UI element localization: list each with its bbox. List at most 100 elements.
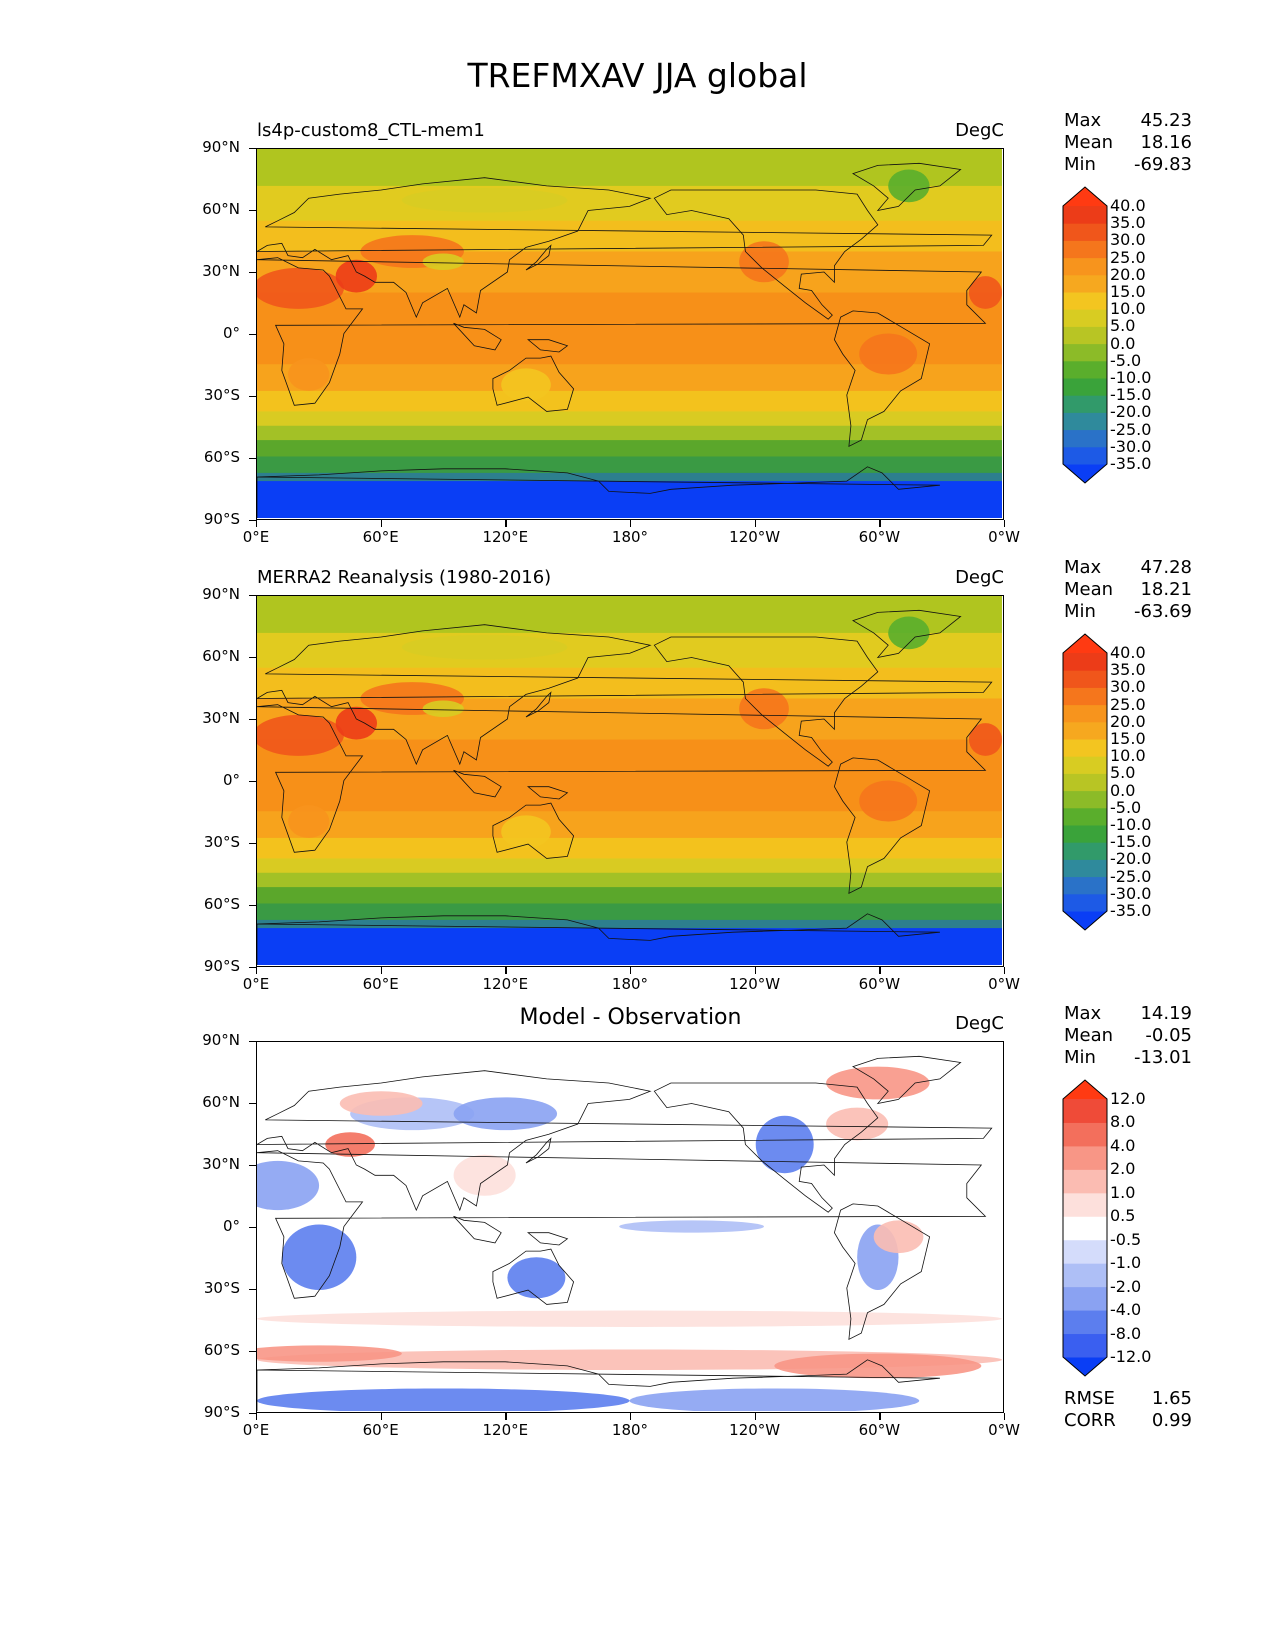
- colorbar: [1062, 633, 1108, 931]
- x-tick: [879, 967, 881, 974]
- stat-row: Max 14.19: [1064, 1003, 1192, 1025]
- coastline: [257, 1359, 940, 1411]
- stat-name: Max: [1064, 1003, 1102, 1024]
- colorbar-segment: [1063, 1080, 1107, 1099]
- difference-patch: [826, 1066, 930, 1100]
- y-tick-label: 0°: [222, 1217, 240, 1235]
- coastline: [526, 786, 569, 800]
- colorbar-segment: [1063, 756, 1107, 774]
- x-tick-label: 120°E: [482, 975, 529, 993]
- temperature-band: [257, 149, 1002, 187]
- x-tick: [630, 520, 632, 527]
- stat-value: 14.19: [1140, 1003, 1192, 1024]
- colorbar-tick-label: -30.0: [1110, 436, 1152, 456]
- stat-value: -0.05: [1145, 1025, 1192, 1046]
- x-tick: [1004, 967, 1006, 974]
- colorbar-tick-label: -20.0: [1110, 402, 1152, 422]
- colorbar-tick-label: -10.0: [1110, 368, 1152, 387]
- temperature-anomaly-patch: [739, 241, 789, 283]
- stat-row: Min -13.01: [1064, 1047, 1192, 1069]
- stat-name: Mean: [1064, 1025, 1114, 1046]
- coastline: [492, 802, 575, 859]
- colorbar-segment: [1063, 309, 1107, 327]
- map-axes: [256, 148, 1004, 520]
- colorbar-segment: [1063, 206, 1107, 224]
- colorbar-segment: [1063, 773, 1107, 792]
- y-tick-label: 90°N: [202, 585, 240, 603]
- coastline: [257, 466, 940, 518]
- coastline: [453, 1215, 502, 1244]
- coastline: [257, 1150, 987, 1299]
- colorbar-segment: [1063, 274, 1107, 293]
- x-tick-label: 0°W: [988, 975, 1020, 993]
- colorbar-tick-label: -4.0: [1110, 1300, 1142, 1320]
- x-tick-label: 60°W: [858, 975, 901, 993]
- temperature-anomaly-patch: [968, 723, 1002, 756]
- temperature-band: [257, 440, 1002, 457]
- temperature-anomaly-patch: [401, 634, 568, 660]
- y-tick: [249, 334, 256, 336]
- coastline: [526, 339, 569, 353]
- y-tick: [249, 905, 256, 907]
- difference-patch: [257, 1310, 1002, 1327]
- colorbar-segment: [1063, 1263, 1107, 1288]
- y-tick: [249, 1289, 256, 1291]
- colorbar-tick-label: 8.0: [1110, 1112, 1136, 1132]
- difference-patch: [826, 1107, 889, 1141]
- temperature-anomaly-patch: [888, 616, 930, 650]
- x-tick-label: 120°E: [482, 528, 529, 546]
- panel-left-title: MERRA2 Reanalysis (1980-2016): [257, 567, 552, 588]
- temperature-band: [257, 411, 1002, 427]
- coastline: [833, 310, 931, 447]
- x-tick-label: 60°W: [858, 528, 901, 546]
- coastline: [653, 636, 879, 767]
- difference-patch: [619, 1220, 765, 1233]
- temperature-anomaly-patch: [335, 259, 378, 293]
- y-tick-label: 0°: [222, 771, 240, 789]
- x-tick: [380, 967, 383, 974]
- colorbar-segment: [1063, 687, 1107, 706]
- metric-name: CORR: [1064, 1410, 1116, 1431]
- colorbar-tick-label: 0.0: [1110, 333, 1136, 353]
- x-tick: [380, 1413, 383, 1420]
- metric-value: 1.65: [1151, 1388, 1192, 1409]
- colorbar-segment: [1063, 464, 1107, 483]
- colorbar-segment: [1063, 653, 1107, 671]
- colorbar-segment: [1063, 842, 1107, 860]
- difference-patch: [257, 1160, 320, 1211]
- stat-row: Min -69.83: [1064, 154, 1192, 176]
- colorbar-segment: [1063, 326, 1107, 345]
- stat-row: Mean 18.16: [1064, 132, 1192, 154]
- y-tick-label: 30°N: [202, 262, 240, 280]
- y-tick-label: 90°N: [202, 1031, 240, 1049]
- y-tick: [249, 458, 256, 460]
- metric-row: CORR 0.99: [1064, 1410, 1192, 1432]
- temperature-anomaly-patch: [288, 805, 330, 838]
- figure-title: TREFMXAV JJA global: [467, 56, 808, 95]
- colorbar-segment: [1063, 395, 1107, 413]
- coastline: [653, 189, 879, 320]
- difference-patch: [339, 1091, 423, 1116]
- temperature-anomaly-patch: [968, 276, 1002, 309]
- difference-patch: [755, 1115, 814, 1174]
- y-tick-label: 60°N: [202, 200, 240, 218]
- y-tick-label: 30°S: [203, 833, 240, 851]
- colorbar-outline: [1062, 633, 1108, 931]
- panel-unit: DegC: [955, 120, 1004, 141]
- x-tick-label: 120°W: [729, 975, 781, 993]
- x-tick-label: 60°E: [362, 528, 399, 546]
- x-tick: [256, 1413, 258, 1420]
- map-field: [257, 596, 1002, 965]
- stat-name: Mean: [1064, 579, 1114, 600]
- map-axes: [256, 1041, 1004, 1413]
- difference-patch: [507, 1257, 566, 1299]
- coastline: [257, 1070, 993, 1212]
- x-tick-label: 0°E: [242, 975, 270, 993]
- y-tick-label: 0°: [222, 324, 240, 342]
- stat-row: Min -63.69: [1064, 601, 1192, 623]
- y-tick-label: 60°N: [202, 1093, 240, 1111]
- x-tick: [879, 1413, 881, 1420]
- y-tick: [249, 1413, 256, 1415]
- panel-unit: DegC: [955, 567, 1004, 588]
- temperature-band: [257, 472, 1002, 482]
